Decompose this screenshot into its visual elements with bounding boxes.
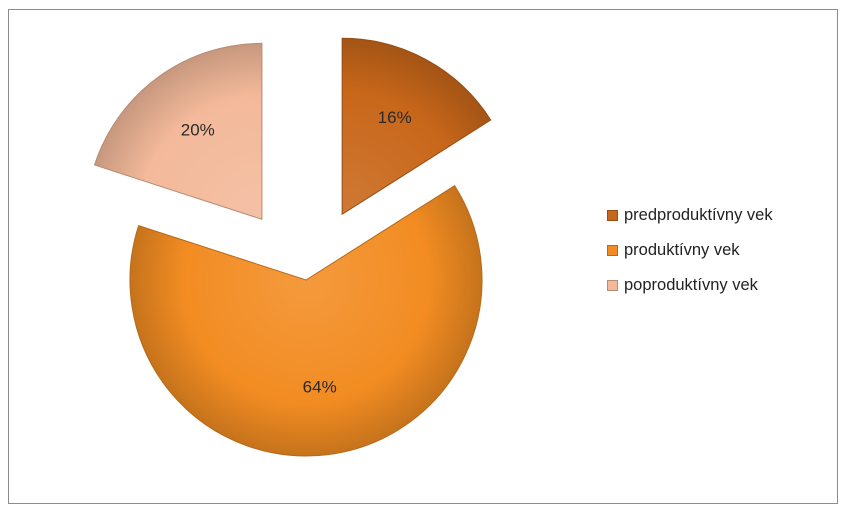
legend-swatch-produktivny (607, 244, 618, 256)
pie-slice-0 (341, 37, 492, 216)
data-label-2: 20% (181, 121, 215, 140)
data-label-1: 64% (303, 378, 337, 397)
legend-item-predproduktivny: predproduktívny vek (607, 204, 773, 226)
legend: predproduktívny vek produktívny vek popr… (607, 204, 773, 309)
pie-slices (93, 37, 492, 457)
legend-label-poproduktivny: poproduktívny vek (624, 275, 758, 294)
pie-slice-2 (93, 42, 263, 221)
legend-label-produktivny: produktívny vek (624, 240, 740, 259)
legend-swatch-predproduktivny (607, 209, 618, 221)
data-labels: 16% 64% 20% (181, 108, 412, 397)
legend-item-poproduktivny: poproduktívny vek (607, 274, 773, 296)
pie-slice-1 (129, 185, 483, 457)
data-label-0: 16% (378, 108, 412, 127)
legend-item-produktivny: produktívny vek (607, 239, 773, 261)
legend-swatch-poproduktivny (607, 279, 618, 291)
legend-label-predproduktivny: predproduktívny vek (624, 205, 773, 224)
